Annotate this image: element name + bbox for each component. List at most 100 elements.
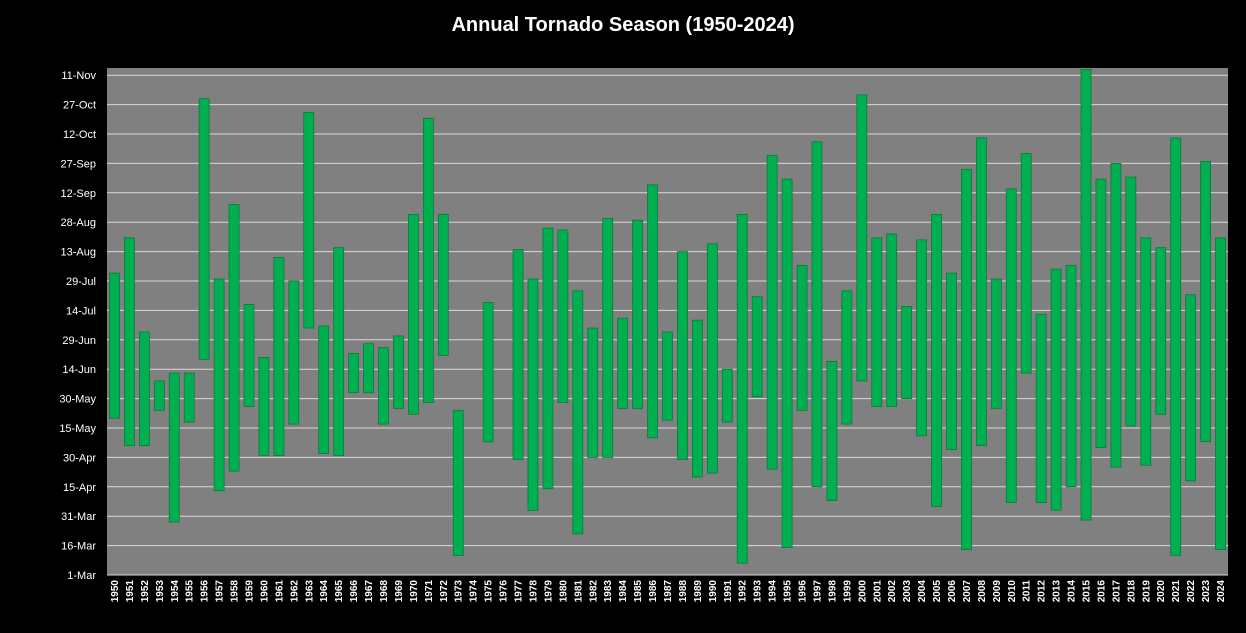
x-tick-label: 1979: [543, 580, 554, 603]
x-tick-label: 1986: [648, 580, 659, 603]
x-tick-label: 2010: [1007, 580, 1018, 603]
x-tick-label: 1998: [827, 580, 838, 603]
bar-1970: [408, 213, 419, 415]
x-tick-label: 1968: [379, 580, 390, 603]
bar-1971: [422, 117, 434, 403]
x-tick-label: 1994: [768, 580, 779, 603]
bar-2000: [856, 94, 868, 382]
x-tick-label: 1970: [409, 580, 420, 603]
bar-1972: [437, 213, 449, 356]
bar-2006: [946, 272, 957, 450]
bar-2013: [1050, 268, 1062, 511]
bar-1956: [198, 98, 210, 360]
bar-1954: [168, 372, 180, 523]
bar-1957: [213, 278, 225, 492]
bar-1955: [183, 372, 195, 423]
bar-1996: [796, 264, 808, 411]
bar-2011: [1020, 153, 1032, 374]
x-tick-label: 1991: [723, 580, 734, 603]
bar-1975: [482, 302, 494, 443]
x-tick-label: 1990: [708, 580, 719, 603]
x-tick-label: 1992: [738, 580, 749, 603]
x-tick-label: 1973: [454, 580, 465, 603]
bar-1968: [378, 347, 389, 425]
bar-2008: [975, 137, 987, 447]
x-tick-label: 1999: [842, 580, 853, 603]
x-tick-label: 2009: [992, 580, 1003, 603]
bar-1969: [393, 335, 404, 409]
x-tick-label: 1959: [244, 580, 255, 603]
x-tick-label: 2007: [962, 580, 973, 603]
x-tick-label: 1974: [469, 580, 480, 603]
y-tick-label: 14-Jul: [66, 305, 96, 317]
y-tick-label: 1-Mar: [67, 570, 96, 582]
bar-2018: [1125, 176, 1137, 427]
bar-1986: [647, 184, 658, 439]
x-tick-label: 1985: [633, 580, 644, 603]
bar-2014: [1065, 264, 1077, 488]
bar-1982: [587, 327, 599, 458]
bar-2016: [1095, 178, 1107, 448]
y-tick-label: 28-Aug: [61, 217, 96, 229]
x-tick-label: 1989: [693, 580, 704, 603]
bar-2019: [1140, 237, 1152, 466]
bar-2009: [990, 278, 1002, 409]
x-tick-label: 1950: [110, 580, 121, 603]
bar-1967: [363, 343, 374, 394]
bar-2001: [871, 237, 883, 407]
x-tick-label: 1980: [558, 580, 569, 603]
y-tick-label: 11-Nov: [61, 70, 96, 82]
x-tick-label: 2019: [1141, 580, 1152, 603]
x-tick-label: 1984: [618, 580, 629, 603]
bar-1953: [153, 380, 165, 411]
x-tick-label: 2013: [1052, 580, 1063, 603]
x-tick-label: 1978: [528, 580, 539, 603]
x-tick-label: 1993: [753, 580, 764, 603]
x-tick-label: 2011: [1022, 580, 1033, 602]
x-tick-label: 1972: [439, 580, 450, 603]
x-tick-label: 1962: [289, 580, 300, 603]
bar-2010: [1005, 188, 1017, 503]
chart-title: Annual Tornado Season (1950-2024): [451, 14, 794, 36]
bar-2017: [1110, 162, 1122, 468]
x-tick-label: 1952: [140, 580, 151, 603]
x-tick-label: 1964: [319, 580, 330, 603]
y-tick-label: 13-Aug: [61, 247, 96, 259]
x-tick-label: 1967: [364, 580, 375, 603]
y-axis-ticks: 1-Mar 16-Mar 31-Mar 15-Apr 30-Apr 15-May 30-Ma…: [59, 70, 96, 582]
bar-1959: [243, 304, 255, 407]
x-axis-ticks: 1950 1951 1952 1953 1954 1955 1956 1957 1958 1959…: [110, 580, 1227, 603]
x-tick-label: 2017: [1111, 580, 1122, 603]
bar-1991: [721, 368, 733, 423]
bar-1966: [348, 353, 360, 394]
bar-1999: [841, 290, 853, 425]
x-tick-label: 2008: [977, 580, 988, 603]
y-tick-label: 12-Oct: [63, 129, 96, 141]
bar-1985: [632, 219, 644, 409]
x-tick-label: 1955: [185, 580, 196, 603]
y-tick-label: 15-Apr: [63, 482, 96, 494]
bar-1963: [303, 112, 315, 329]
bar-1958: [228, 204, 240, 472]
x-tick-label: 2000: [857, 580, 868, 603]
bar-1962: [288, 280, 300, 425]
bar-1978: [527, 278, 539, 511]
bar-1952: [138, 331, 150, 447]
bar-2012: [1035, 313, 1047, 503]
bar-2003: [901, 306, 913, 400]
y-tick-label: 27-Oct: [63, 100, 96, 112]
y-tick-label: 16-Mar: [61, 541, 96, 553]
bar-1998: [826, 360, 838, 501]
x-tick-label: 1975: [484, 580, 495, 603]
x-tick-label: 1953: [155, 580, 166, 603]
bar-1984: [617, 317, 629, 409]
bar-1989: [691, 319, 703, 478]
x-tick-label: 2004: [917, 580, 928, 603]
x-tick-label: 1956: [200, 580, 211, 603]
x-tick-label: 2023: [1201, 580, 1212, 603]
x-tick-label: 1958: [230, 580, 241, 603]
x-tick-label: 2022: [1186, 580, 1197, 603]
y-tick-label: 29-Jun: [62, 335, 96, 347]
bars: [109, 68, 1226, 564]
x-tick-label: 1997: [812, 580, 823, 603]
